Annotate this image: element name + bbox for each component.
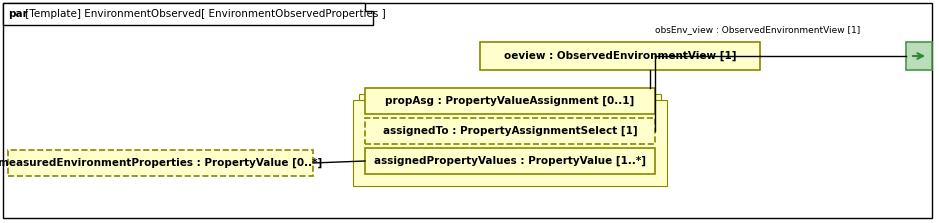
Text: propAsg : PropertyValueAssignment [0..1]: propAsg : PropertyValueAssignment [0..1] [385,96,635,106]
Text: assignedPropertyValues : PropertyValue [1..*]: assignedPropertyValues : PropertyValue [… [374,156,646,166]
Bar [353,100,667,186]
Bar [365,88,655,114]
Text: par: par [8,9,28,19]
Polygon shape [3,3,373,25]
Bar [906,42,932,70]
Text: measuredEnvironmentProperties : PropertyValue [0..*]: measuredEnvironmentProperties : Property… [0,158,323,168]
Text: oeview : ObservedEnvironmentView [1]: oeview : ObservedEnvironmentView [1] [503,51,736,61]
Text: [Template] EnvironmentObserved[ EnvironmentObservedProperties ]: [Template] EnvironmentObserved[ Environm… [22,9,386,19]
Text: assignedTo : PropertyAssignmentSelect [1]: assignedTo : PropertyAssignmentSelect [1… [383,126,638,136]
Bar [480,42,760,70]
Bar [365,148,655,174]
Text: obsEnv_view : ObservedEnvironmentView [1]: obsEnv_view : ObservedEnvironmentView [1… [655,25,860,34]
Bar [365,118,655,144]
Bar [359,94,661,180]
Bar [8,150,313,176]
